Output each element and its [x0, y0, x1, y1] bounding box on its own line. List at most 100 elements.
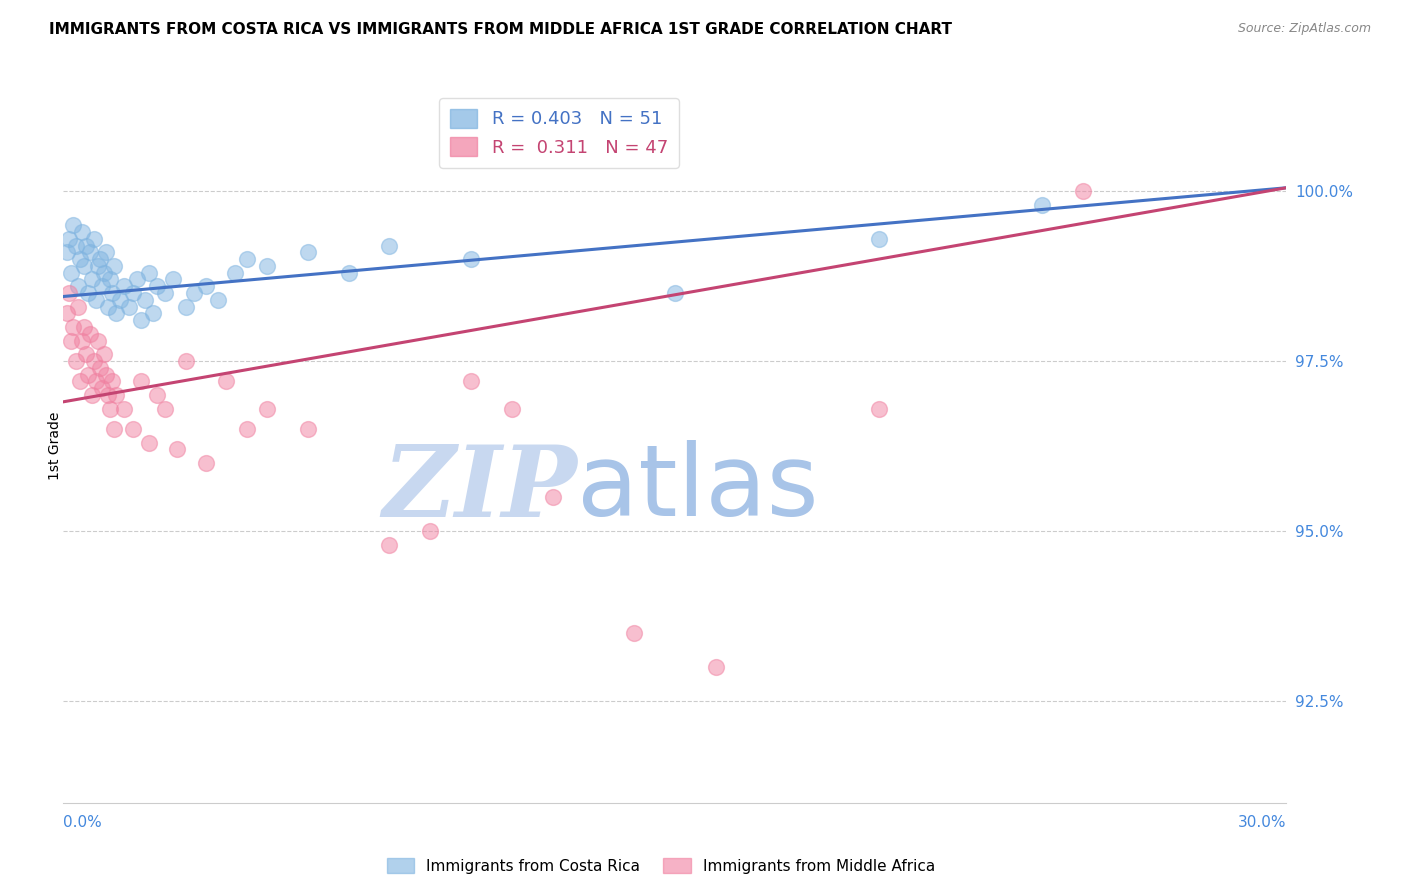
Point: [69, 375, 91, 389]
Point: [195, 279, 218, 293]
Point: [89, 360, 111, 375]
Point: [79, 326, 101, 341]
Point: [79, 245, 101, 260]
Point: [66, 279, 89, 293]
Point: [73, 259, 96, 273]
Point: [460, 252, 482, 266]
Point: [114, 279, 135, 293]
Point: [91, 381, 114, 395]
Point: [704, 660, 727, 674]
Text: ZIP: ZIP: [382, 441, 576, 537]
Point: [56, 306, 79, 320]
Point: [146, 279, 169, 293]
Point: [80, 388, 103, 402]
Point: [91, 279, 114, 293]
Point: [93, 266, 115, 280]
Point: [236, 252, 259, 266]
Point: [664, 286, 686, 301]
Point: [215, 375, 238, 389]
Text: IMMIGRANTS FROM COSTA RICA VS IMMIGRANTS FROM MIDDLE AFRICA 1ST GRADE CORRELATIO: IMMIGRANTS FROM COSTA RICA VS IMMIGRANTS…: [49, 22, 952, 37]
Point: [65, 354, 87, 368]
Point: [224, 266, 246, 280]
Point: [460, 375, 482, 389]
Point: [70, 225, 93, 239]
Point: [207, 293, 229, 307]
Point: [868, 232, 890, 246]
Point: [105, 388, 128, 402]
Point: [80, 272, 103, 286]
Point: [101, 286, 124, 301]
Point: [166, 442, 188, 457]
Point: [114, 401, 135, 416]
Point: [58, 232, 80, 246]
Point: [70, 334, 93, 348]
Point: [155, 286, 177, 301]
Point: [121, 286, 143, 301]
Point: [60, 334, 83, 348]
Y-axis label: 1st Grade: 1st Grade: [48, 412, 62, 480]
Point: [155, 401, 177, 416]
Text: Source: ZipAtlas.com: Source: ZipAtlas.com: [1237, 22, 1371, 36]
Point: [66, 300, 89, 314]
Point: [93, 347, 115, 361]
Point: [129, 313, 152, 327]
Point: [236, 422, 259, 436]
Point: [195, 456, 218, 470]
Point: [134, 293, 156, 307]
Point: [83, 354, 105, 368]
Point: [94, 368, 117, 382]
Text: atlas: atlas: [576, 441, 818, 537]
Point: [1031, 198, 1053, 212]
Point: [183, 286, 205, 301]
Point: [142, 306, 165, 320]
Point: [110, 293, 132, 307]
Point: [62, 218, 84, 232]
Point: [174, 300, 197, 314]
Point: [84, 293, 107, 307]
Text: 30.0%: 30.0%: [1239, 815, 1286, 830]
Point: [378, 537, 401, 551]
Point: [98, 272, 121, 286]
Point: [337, 266, 360, 280]
Point: [65, 238, 87, 252]
Point: [105, 306, 128, 320]
Legend: R = 0.403   N = 51, R =  0.311   N = 47: R = 0.403 N = 51, R = 0.311 N = 47: [439, 98, 679, 168]
Point: [75, 238, 97, 252]
Point: [87, 259, 110, 273]
Point: [69, 252, 91, 266]
Point: [103, 259, 125, 273]
Point: [58, 286, 80, 301]
Point: [56, 245, 79, 260]
Point: [623, 626, 645, 640]
Point: [868, 401, 890, 416]
Point: [162, 272, 184, 286]
Point: [121, 422, 143, 436]
Point: [256, 259, 278, 273]
Point: [117, 300, 139, 314]
Point: [94, 245, 117, 260]
Point: [84, 375, 107, 389]
Point: [378, 238, 401, 252]
Point: [501, 401, 523, 416]
Point: [146, 388, 169, 402]
Point: [419, 524, 441, 538]
Point: [73, 320, 96, 334]
Point: [98, 401, 121, 416]
Point: [125, 272, 148, 286]
Point: [60, 266, 83, 280]
Point: [87, 334, 110, 348]
Point: [89, 252, 111, 266]
Point: [75, 347, 97, 361]
Point: [62, 320, 84, 334]
Point: [541, 490, 564, 504]
Point: [256, 401, 278, 416]
Point: [101, 375, 124, 389]
Point: [76, 286, 98, 301]
Point: [97, 300, 120, 314]
Point: [103, 422, 125, 436]
Legend: Immigrants from Costa Rica, Immigrants from Middle Africa: Immigrants from Costa Rica, Immigrants f…: [381, 852, 941, 880]
Point: [129, 375, 152, 389]
Point: [1071, 184, 1094, 198]
Point: [297, 422, 319, 436]
Point: [297, 245, 319, 260]
